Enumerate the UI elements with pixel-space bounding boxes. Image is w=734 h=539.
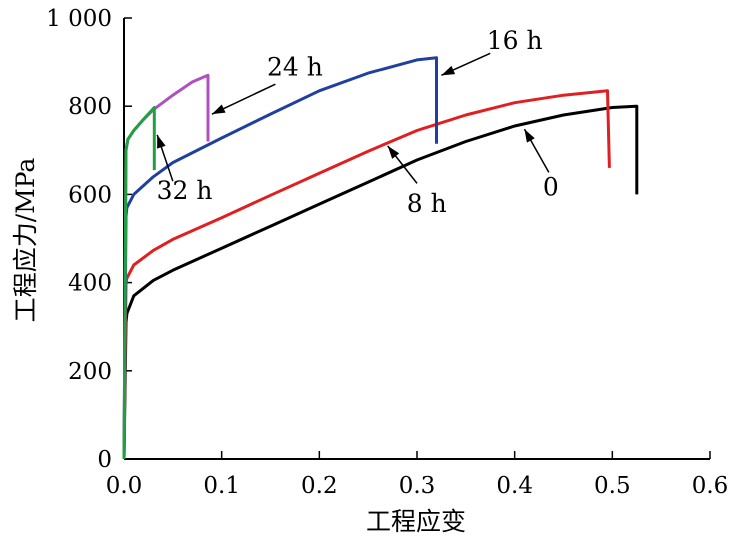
annotation-arrowhead [211, 104, 226, 115]
y-tick-label: 600 [68, 182, 112, 208]
annotation-arrowhead [524, 129, 535, 143]
series-annotations: 32 h 24 h 16 h 8 h 0 [156, 26, 559, 218]
annotation-arrowhead [441, 65, 456, 76]
series-line-24h [122, 73, 210, 460]
annotation-arrowhead [157, 134, 166, 149]
series-line-0 [122, 104, 639, 460]
y-tick-label: 0 [97, 447, 112, 473]
series-line-32h [122, 106, 156, 460]
x-tick-label: 0.2 [301, 473, 338, 499]
x-tick-label: 0.4 [496, 473, 533, 499]
series-label: 0 [543, 172, 559, 201]
x-tick-label: 0.0 [106, 473, 143, 499]
series-lines [122, 56, 639, 460]
series-label: 16 h [487, 26, 543, 55]
x-tick-label: 0.1 [203, 473, 240, 499]
series-line-8h [122, 89, 611, 460]
series-label: 8 h [407, 189, 447, 218]
x-tick-label: 0.6 [692, 473, 729, 499]
series-label: 32 h [157, 176, 213, 205]
y-axis-title: 工程应力/MPa [11, 158, 40, 323]
annotation-arrowhead [387, 145, 400, 159]
series-label: 24 h [267, 52, 323, 81]
axes: 0.0 0.1 0.2 0.3 0.4 0.5 0.6 0 200 400 600 800 1 000 [46, 6, 728, 499]
x-tick-label: 0.3 [399, 473, 436, 499]
series-line-16h [122, 56, 438, 460]
y-tick-label: 400 [68, 271, 112, 297]
y-tick-label: 800 [68, 94, 112, 120]
y-tick-label: 1 000 [46, 6, 112, 32]
x-axis-title: 工程应变 [366, 507, 466, 536]
x-tick-label: 0.5 [594, 473, 631, 499]
y-tick-label: 200 [68, 359, 112, 385]
